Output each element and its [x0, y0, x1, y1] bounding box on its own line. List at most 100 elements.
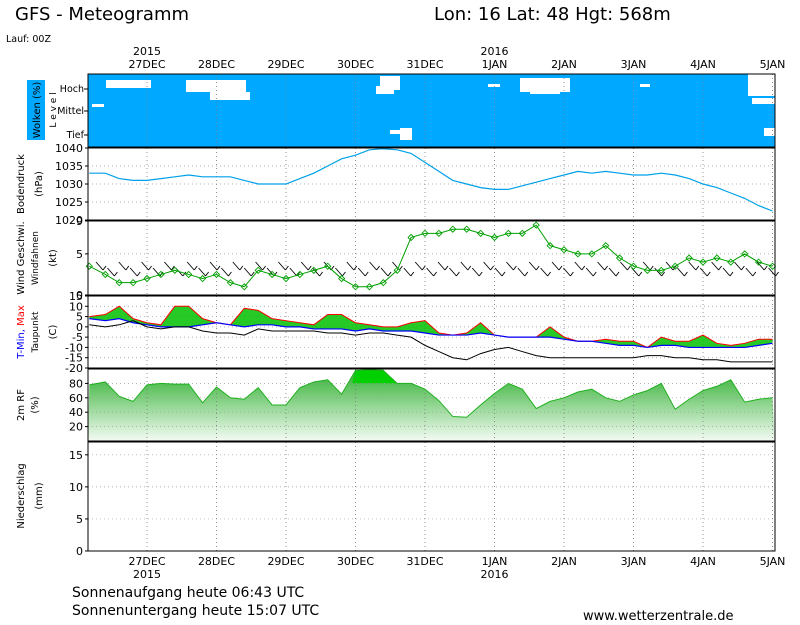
wind-speed-point: [560, 246, 568, 254]
top-year-label: 2016: [481, 45, 509, 58]
wind-barb-flag: [627, 265, 631, 271]
cloud-gap: [186, 80, 246, 92]
wind-speed-point: [351, 283, 360, 291]
y-tick-label: 9: [76, 215, 83, 228]
bottom-day-label: 4JAN: [690, 555, 716, 568]
wind-barb-flag: [763, 265, 768, 271]
bottom-day-label: 1JAN: [482, 555, 508, 568]
temperature-frame: [87, 295, 776, 369]
wind-barb-flag: [501, 271, 506, 277]
wind-barb: [357, 267, 366, 277]
wind-speed-point: [421, 229, 429, 237]
wind-barb: [494, 267, 503, 277]
wind-speed-point: [699, 258, 707, 266]
wind-barb: [585, 267, 594, 277]
wind-barb: [654, 267, 662, 277]
y-tick-label: 15: [69, 449, 83, 462]
wind-barb: [278, 261, 286, 271]
wind-speed-point: [685, 254, 693, 262]
wind-barb-flag: [228, 271, 232, 277]
wind-barb: [107, 267, 115, 277]
bottom-year-label: 2016: [481, 568, 509, 581]
wind-speed-point: [296, 270, 304, 279]
cloud-level-label: Mittel: [57, 106, 84, 117]
bottom-day-label: 29DEC: [267, 555, 304, 568]
wind-speed-point: [588, 250, 596, 258]
wind-speed-point: [602, 242, 610, 250]
wind-barb: [243, 267, 252, 277]
panels: Wolken (%) L e v e lHochMittelTief1020102…: [16, 73, 779, 558]
cloud-gap: [210, 92, 250, 100]
top-day-label: 3JAN: [621, 58, 647, 71]
wind-speed-point: [254, 266, 262, 274]
cloud-gap: [530, 86, 560, 94]
y-tick-label: -5: [72, 331, 83, 344]
wind-barb-flag: [604, 265, 608, 271]
wind-barb-flag: [353, 265, 358, 271]
wind-barb: [95, 261, 104, 271]
wind-speed-point: [282, 274, 290, 283]
pressure-frame: [87, 147, 776, 221]
precipitation-panel: 0 5 10 15 Niederschlag (mm): [16, 442, 775, 558]
wind-barb: [528, 261, 537, 271]
wind-barb-flag: [615, 271, 620, 277]
wind-barb: [620, 261, 628, 271]
wind-barb-flag: [467, 265, 472, 271]
tmin-line: [89, 318, 773, 349]
cloud-gap: [92, 104, 104, 107]
wind-barb: [688, 261, 697, 271]
wind-speed-point: [532, 221, 540, 229]
cloud-level-label: Tief: [66, 130, 85, 141]
humidity-line: [89, 369, 773, 418]
wind-barb: [289, 267, 298, 277]
wind-barb-flag: [262, 265, 266, 271]
wind-barb: [221, 267, 229, 277]
wind-speed-point: [268, 270, 276, 279]
sunrise-text: Sonnenaufgang heute 06:43 UTC: [72, 585, 305, 601]
wind-barb-flag: [376, 265, 380, 271]
wind-barb: [255, 261, 263, 271]
wind-barb: [677, 267, 685, 277]
wind-barb: [414, 261, 423, 271]
wind-speed-point: [615, 254, 624, 262]
wind-barb-flag: [136, 271, 141, 277]
bottom-day-label: 28DEC: [198, 555, 235, 568]
wind-barb-flag: [592, 271, 597, 277]
wind-barb: [756, 261, 765, 271]
wind-speed-point: [157, 270, 165, 279]
y-tick-label: 10: [69, 300, 83, 313]
temp-unit: (C): [48, 325, 59, 340]
wind-barb-flag: [319, 271, 323, 277]
dewpoint-ylabel: Taupunkt: [31, 311, 41, 354]
cloud-gap: [376, 86, 394, 94]
wind-barb-flag: [102, 265, 107, 271]
wind-barb: [369, 261, 377, 271]
wind-barb: [608, 267, 617, 277]
wind-speed-point: [741, 250, 749, 258]
wind-barb-flag: [478, 271, 483, 277]
wind-barb-flag: [513, 265, 517, 271]
wind-barb-flag: [741, 265, 745, 271]
wind-barb-flag: [684, 271, 688, 277]
wind-barb-flag: [114, 271, 118, 277]
wind-speed-point: [574, 250, 582, 258]
wind-barb: [483, 261, 491, 271]
wind-barb-flag: [182, 271, 187, 277]
y-tick-label: 5: [76, 513, 83, 526]
y-tick-label: 1025: [55, 196, 83, 209]
pressure-unit: (hPa): [34, 171, 45, 197]
tmax-line: [89, 305, 773, 349]
wind-barb-flag: [285, 265, 289, 271]
wind-barb-flag: [205, 271, 209, 277]
top-day-label: 27DEC: [128, 58, 165, 71]
wind-barb: [734, 261, 742, 271]
y-tick-label: -15: [65, 352, 83, 365]
wind-speed-point: [518, 229, 526, 237]
clouds-frame: [87, 73, 776, 148]
wind-barb-flag: [171, 265, 175, 271]
top-day-label: 31DEC: [406, 58, 443, 71]
wind-speed-point: [476, 229, 485, 237]
windfahnen-ylabel: Windfahnen: [31, 231, 41, 285]
